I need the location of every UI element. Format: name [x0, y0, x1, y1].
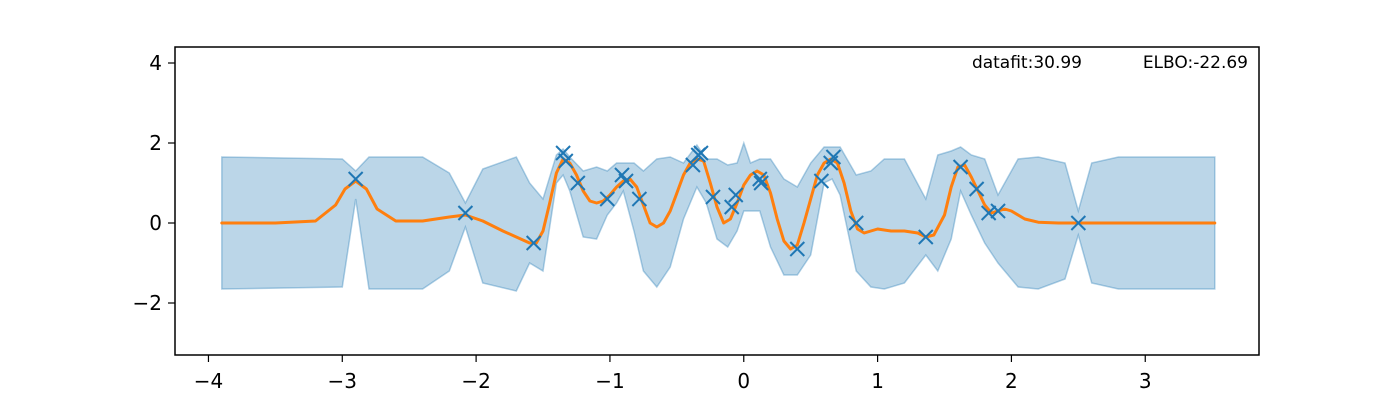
observation-point [525, 235, 542, 251]
x-tick-label: 0 [737, 369, 750, 393]
y-tick-label: 4 [149, 51, 162, 75]
observation-point [813, 173, 830, 189]
observation-point [599, 191, 615, 207]
observation-point [752, 171, 768, 187]
x-tick-label: 1 [871, 369, 884, 393]
y-tick-label: −2 [133, 291, 162, 315]
observation-point [825, 149, 842, 165]
x-tick-label: 2 [1005, 369, 1018, 393]
x-tick-label: −2 [461, 369, 490, 393]
observation-point [558, 153, 574, 169]
observation-point [968, 181, 985, 197]
observation-point [347, 171, 364, 187]
observation-point [728, 187, 744, 203]
x-tick-label: −3 [328, 369, 357, 393]
x-axis-ticks: −4 −3 −2 −1 0 1 2 3 [194, 355, 1152, 393]
observation-points-layer [347, 145, 1087, 257]
observation-point [789, 241, 806, 257]
observation-point [848, 215, 864, 231]
y-tick-label: 2 [149, 131, 162, 155]
x-tick-label: 3 [1139, 369, 1152, 393]
x-tick-label: −1 [595, 369, 624, 393]
x-tick-label: −4 [194, 369, 223, 393]
observation-point [1070, 215, 1087, 231]
elbo-annotation: ELBO:-22.69 [1143, 53, 1248, 73]
observation-point [457, 205, 474, 221]
observation-point [631, 191, 648, 207]
observation-point [952, 159, 969, 175]
observation-point [980, 205, 997, 221]
uncertainty-band [221, 140, 1216, 292]
observation-point [753, 175, 769, 191]
datafit-annotation: datafit:30.99 [972, 53, 1082, 73]
observation-point [693, 145, 709, 161]
y-tick-label: 0 [149, 211, 162, 235]
y-axis-ticks: −2 0 2 4 [133, 51, 175, 315]
observation-point [570, 175, 586, 191]
observation-point [990, 203, 1006, 219]
axes-frame [174, 46, 1260, 356]
observation-point [918, 229, 934, 245]
observation-point [685, 157, 701, 173]
observation-point [724, 199, 740, 215]
observation-point [618, 173, 634, 189]
observation-point [705, 189, 721, 205]
uncertainty-band-layer [221, 140, 1216, 292]
